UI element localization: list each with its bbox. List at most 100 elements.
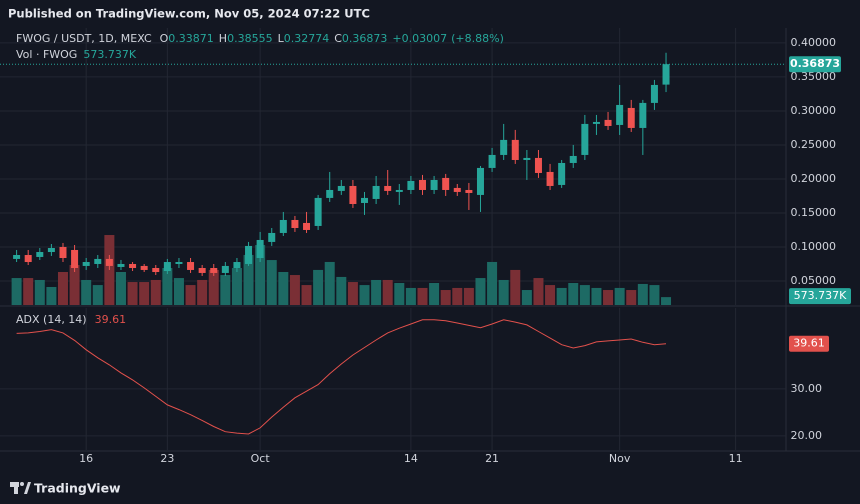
candle-body	[152, 267, 160, 273]
candle-body	[210, 267, 218, 273]
volume-bar	[231, 268, 242, 305]
candle-body	[384, 185, 392, 191]
candle-body	[372, 185, 380, 199]
candle-body	[13, 255, 21, 259]
volume-bar	[579, 285, 590, 305]
volume-bar	[498, 279, 509, 305]
volume-bar	[301, 285, 312, 305]
volume-bar	[417, 287, 428, 305]
candle-body	[627, 107, 635, 128]
candle-body	[187, 262, 195, 270]
volume-bar	[591, 287, 602, 305]
volume-bar	[475, 278, 486, 305]
candle-body	[511, 139, 519, 160]
volume-bar	[57, 272, 68, 305]
volume-bar	[150, 279, 161, 305]
volume-bar	[162, 268, 173, 305]
volume-bar	[336, 276, 347, 305]
last-price-label: 0.36873	[790, 57, 840, 70]
logo-shape	[20, 482, 24, 486]
candle-body	[616, 104, 624, 125]
volume-bar	[626, 290, 637, 305]
candle-body	[558, 162, 566, 185]
volume-bar	[220, 275, 231, 305]
candle-body	[163, 262, 171, 271]
volume-bar	[440, 290, 451, 305]
candle-body	[650, 84, 658, 103]
x-tick-label: 14	[404, 452, 418, 465]
candle-body	[592, 121, 600, 124]
adx-legend: ADX (14, 14) 39.61	[16, 313, 126, 326]
volume-bar	[139, 282, 150, 305]
candle-body	[418, 179, 426, 190]
footer-brand: TradingView	[34, 481, 121, 496]
volume-bar	[266, 260, 277, 305]
volume-bar	[394, 283, 405, 305]
volume-bar	[104, 235, 115, 305]
y2-tick-label: 20.00	[791, 429, 823, 442]
candle-body	[221, 265, 229, 273]
volume-bar	[208, 269, 219, 305]
adx-badge	[789, 335, 829, 352]
candle-body	[581, 123, 589, 155]
y-tick-label: 0.10000	[791, 240, 837, 253]
ohlc-letter: H	[219, 32, 227, 45]
x-tick-label: Oct	[251, 452, 271, 465]
volume-bar	[637, 283, 648, 305]
candle-body	[476, 167, 484, 195]
volume-bar	[405, 287, 416, 305]
candle-body	[303, 222, 311, 230]
volume-bar	[289, 275, 300, 305]
candle-body	[465, 189, 473, 193]
candle-body	[488, 154, 496, 168]
candle-body	[523, 157, 531, 160]
y-tick-label: 0.20000	[791, 172, 837, 185]
volume-bar	[313, 269, 324, 305]
change-pct: (+8.88%)	[451, 32, 504, 45]
adx-line	[16, 319, 667, 435]
candle-body	[198, 267, 206, 273]
candle-body	[500, 139, 508, 155]
volume-bar	[463, 287, 474, 305]
y-tick-label: 0.25000	[791, 138, 837, 151]
logo-shape	[24, 482, 31, 494]
volume-bar	[23, 278, 34, 305]
last-price-badge	[789, 56, 841, 73]
volume-bar	[127, 282, 138, 305]
y-tick-label: 0.05000	[791, 274, 837, 287]
adx-name: ADX (14, 14)	[16, 313, 87, 326]
volume-badge	[789, 288, 851, 305]
ohlc-letter: C	[334, 32, 342, 45]
candle-body	[256, 239, 264, 258]
candle-body	[140, 265, 148, 270]
y-tick-label: 0.15000	[791, 206, 837, 219]
y-tick-label: 0.30000	[791, 104, 837, 117]
candle-body	[245, 245, 253, 264]
candle-body	[268, 232, 276, 242]
candle-body	[233, 262, 241, 268]
volume-bar	[185, 285, 196, 305]
candle-body	[546, 171, 554, 186]
adx-badge-label: 39.61	[793, 337, 825, 350]
change: +0.03007	[392, 32, 447, 45]
volume-bar	[243, 254, 254, 305]
volume-bar	[11, 278, 22, 305]
volume-bar	[197, 279, 208, 305]
candle-body	[24, 255, 32, 263]
x-tick-label: 21	[485, 452, 499, 465]
volume-bar	[92, 285, 103, 305]
candle-body	[105, 258, 113, 266]
candle-body	[395, 189, 403, 192]
ohlc-value: 0.38555	[227, 32, 273, 45]
ohlc-value: 0.33871	[168, 32, 214, 45]
ohlc-letter: O	[160, 32, 169, 45]
candle-body	[129, 263, 137, 268]
volume-bar	[521, 290, 532, 305]
volume-bar	[115, 272, 126, 305]
volume-badge-label: 573.737K	[794, 289, 847, 302]
volume-bar	[69, 264, 80, 305]
volume-bar	[347, 282, 358, 305]
volume-bar	[46, 286, 57, 305]
volume-bar	[452, 287, 463, 305]
